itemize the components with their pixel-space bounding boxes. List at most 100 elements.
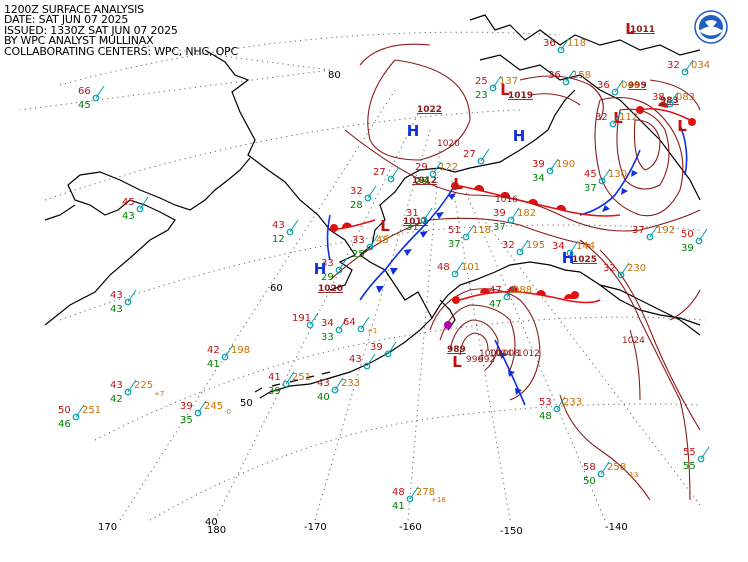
wind-barb — [334, 377, 344, 391]
station-pressure: 233 — [341, 378, 360, 389]
station-plot: 48 41 278 — [392, 486, 435, 512]
wind-barb — [139, 196, 149, 210]
station-dewpoint: 42 — [110, 394, 123, 405]
station-temperature: 50 — [58, 405, 71, 416]
longitude-label: -150 — [500, 526, 523, 537]
longitude-label: 180 — [207, 525, 226, 536]
station-plot: 53 48 233 — [539, 396, 582, 422]
low-pressure-symbol: L — [380, 217, 390, 235]
station-temperature: 43 — [110, 290, 123, 301]
station-temperature: 43 — [110, 380, 123, 391]
wind-barb — [360, 316, 370, 330]
header-line-5: COLLABORATING CENTERS: WPC, NHC, OPC — [4, 44, 238, 58]
station-temperature: 45 — [122, 197, 135, 208]
station-circle — [194, 409, 202, 417]
station-pressure: 101 — [461, 262, 480, 273]
isobar-value: 1004 — [489, 349, 512, 359]
station-circle — [503, 293, 511, 301]
station-temperature: 27 — [463, 149, 476, 160]
station-plot: 41 39 251 — [268, 371, 311, 397]
station-pressure: 233 — [563, 397, 582, 408]
station-circle — [366, 243, 374, 251]
station-circle — [598, 177, 606, 185]
station-plot: 34 144 — [552, 240, 595, 257]
wind-barb — [614, 79, 624, 93]
station-dewpoint: 25 — [352, 249, 365, 260]
station-pressure: 118 — [567, 38, 586, 49]
station-temperature: 29 — [415, 162, 428, 173]
station-circle — [124, 388, 132, 396]
station-circle — [221, 353, 229, 361]
wind-barb — [387, 341, 397, 355]
wind-barb — [684, 59, 694, 73]
station-temperature: 58 — [583, 462, 596, 473]
station-dewpoint: 12 — [272, 234, 285, 245]
center-pressure-value: 1012 — [412, 176, 437, 186]
center-pressure-value: 1011 — [403, 217, 428, 227]
station-dewpoint: 35 — [180, 415, 193, 426]
wind-barb — [289, 219, 299, 233]
wind-barb — [367, 185, 377, 199]
station-dewpoint: 48 — [539, 411, 552, 422]
station-plot: 38 083 — [652, 91, 695, 108]
station-pressure: 251 — [82, 405, 101, 416]
station-temperature: 38 — [652, 92, 665, 103]
station-circle — [697, 455, 705, 463]
station-circle — [557, 46, 565, 54]
station-temperature: 53 — [539, 397, 552, 408]
wind-barb — [454, 261, 464, 275]
station-circle — [420, 216, 428, 224]
station-plot: 36 158 — [548, 69, 591, 86]
station-temperature: 48 — [437, 262, 450, 273]
arctic-islands — [469, 14, 701, 56]
station-temperature: 41 — [268, 372, 281, 383]
station-temperature: 39 — [532, 159, 545, 170]
wind-barb — [510, 207, 520, 221]
station-circle — [695, 237, 703, 245]
wind-barb — [127, 289, 137, 303]
station-temperature: 34 — [321, 318, 334, 329]
wind-barb — [569, 240, 579, 254]
station-dewpoint: 29 — [321, 272, 334, 283]
station-pressure: 182 — [517, 208, 536, 219]
station-temperature: 33 — [352, 235, 365, 246]
wind-barb — [423, 207, 433, 221]
station-plot: 39 34 190 — [532, 158, 575, 184]
station-temperature: 25 — [475, 76, 488, 87]
high-pressure-symbol: H — [407, 122, 420, 140]
station-pressure: 088 — [513, 285, 532, 296]
latitude-label: 60 — [270, 283, 283, 294]
station-pressure: 192 — [656, 225, 675, 236]
front-points — [330, 106, 696, 329]
wind-barb — [669, 91, 679, 105]
wind-barb — [95, 85, 105, 99]
station-pressure: 278 — [416, 487, 435, 498]
pressure-tendency: -13 — [627, 471, 638, 479]
station-circle — [335, 326, 343, 334]
low-pressure-symbol: L — [677, 117, 687, 135]
wind-barb — [285, 371, 295, 385]
station-dewpoint: 47 — [489, 299, 502, 310]
station-temperature: 32 — [350, 186, 363, 197]
station-plot: 27 — [463, 148, 490, 165]
high-pressure-symbol: H — [314, 260, 327, 278]
wind-barb — [197, 400, 207, 414]
station-circle — [429, 170, 437, 178]
center-pressure-value: 999 — [628, 81, 647, 91]
alaska-north-coast — [359, 89, 576, 256]
station-plot: 39 37 182 — [493, 207, 536, 233]
header-line-3: ISSUED: 1330Z SAT JUN 07 2025 — [4, 23, 178, 37]
station-dewpoint: 43 — [122, 211, 135, 222]
station-circle — [387, 175, 395, 183]
station-circle — [357, 325, 365, 333]
station-pressure: 040 — [621, 80, 640, 91]
station-circle — [306, 321, 314, 329]
center-pressure-value: 1025 — [572, 255, 597, 265]
wind-barb — [492, 75, 502, 89]
noaa-logo-icon — [694, 10, 728, 44]
station-dewpoint: 37 — [448, 239, 461, 250]
